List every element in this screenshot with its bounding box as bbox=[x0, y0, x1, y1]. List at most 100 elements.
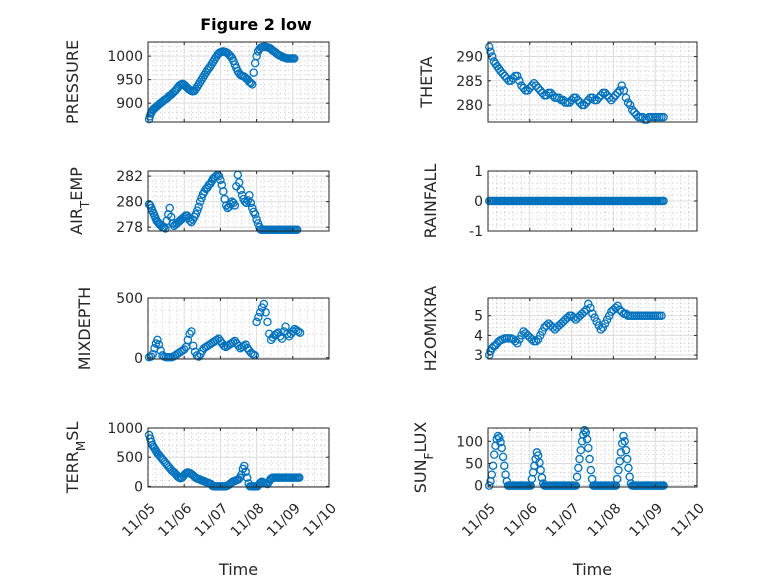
data-point bbox=[148, 349, 157, 359]
data-point bbox=[594, 93, 604, 103]
data-point bbox=[252, 51, 261, 61]
data-point bbox=[523, 86, 532, 95]
y-axis-label-main: TERR bbox=[63, 451, 82, 494]
data-point bbox=[563, 313, 572, 322]
axes-pressure: 900 950 1000 PRESSURE bbox=[63, 40, 330, 124]
y-axis-label-tail: EMP bbox=[67, 167, 86, 201]
y-tick-label: 0 bbox=[134, 351, 143, 367]
x-tick-label: 11/05 bbox=[459, 500, 499, 540]
y-axis-label-main: RAINFALL bbox=[421, 164, 440, 239]
data-point bbox=[510, 337, 520, 346]
data-point bbox=[611, 91, 620, 100]
x-axis-label: Time bbox=[572, 560, 612, 579]
y-tick-label: 1000 bbox=[107, 421, 143, 437]
data-point bbox=[586, 465, 596, 475]
y-axis-label: PRESSURE bbox=[63, 40, 82, 124]
data-point bbox=[536, 86, 545, 95]
data-point bbox=[295, 473, 304, 482]
data-point bbox=[283, 329, 292, 339]
data-point bbox=[485, 481, 494, 490]
y-axis-label: TERRMSL bbox=[63, 422, 88, 495]
y-tick-label: 900 bbox=[116, 96, 143, 112]
data-point bbox=[581, 98, 591, 107]
x-tick-label: 11/07 bbox=[192, 500, 232, 540]
y-axis-label-subscript: M bbox=[74, 441, 88, 451]
data-point bbox=[596, 91, 606, 100]
data-point bbox=[185, 329, 194, 339]
y-axis-label-main: SUN bbox=[411, 459, 430, 493]
data-point bbox=[614, 465, 623, 475]
y-axis-label-main: MIXDEPTH bbox=[75, 287, 94, 370]
data-point bbox=[246, 198, 256, 208]
data-point bbox=[579, 307, 589, 317]
data-point bbox=[585, 454, 594, 464]
axes-air_temp: 278 280 282 AIRTEMP bbox=[67, 167, 330, 236]
data-point bbox=[194, 352, 203, 361]
data-point bbox=[617, 81, 627, 90]
data-point bbox=[600, 88, 610, 98]
y-tick-label: 0 bbox=[474, 194, 483, 210]
data-point bbox=[531, 81, 541, 90]
data-point bbox=[616, 448, 626, 457]
data-point bbox=[192, 206, 202, 215]
data-point bbox=[517, 81, 526, 90]
data-point bbox=[219, 187, 228, 196]
data-point bbox=[567, 95, 576, 105]
y-axis-label: SUNFLUX bbox=[411, 422, 436, 494]
data-point bbox=[289, 54, 299, 63]
series-rainfall bbox=[485, 196, 668, 206]
y-axis-label-main: PRESSURE bbox=[63, 40, 82, 124]
axes-frame bbox=[147, 297, 330, 360]
data-point bbox=[263, 317, 272, 327]
data-point bbox=[575, 98, 585, 107]
data-point bbox=[582, 434, 592, 444]
axes-rainfall: -1 0 1 RAINFALL bbox=[421, 164, 698, 240]
data-point bbox=[241, 467, 250, 477]
data-point bbox=[596, 325, 606, 334]
data-point bbox=[245, 191, 254, 200]
y-tick-label: 1 bbox=[474, 164, 483, 180]
data-point bbox=[498, 452, 508, 462]
y-axis-label-tail: LUX bbox=[411, 422, 430, 453]
y-axis-label-subscript: F bbox=[422, 452, 436, 459]
data-point bbox=[497, 443, 507, 453]
data-point bbox=[554, 93, 564, 103]
data-point bbox=[630, 108, 639, 117]
data-point bbox=[575, 454, 584, 464]
data-point bbox=[533, 83, 543, 93]
data-point bbox=[261, 308, 270, 317]
data-point bbox=[194, 202, 203, 211]
data-point bbox=[529, 78, 539, 88]
y-tick-label: 100 bbox=[456, 434, 483, 450]
data-point bbox=[625, 100, 635, 110]
data-point bbox=[153, 335, 162, 345]
data-point bbox=[571, 481, 581, 490]
y-tick-label: 280 bbox=[116, 195, 143, 211]
x-tick-label: 11/10 bbox=[300, 500, 340, 540]
data-point bbox=[537, 473, 547, 482]
axes-background bbox=[147, 41, 330, 123]
data-point bbox=[188, 341, 198, 351]
data-point bbox=[234, 178, 244, 187]
y-axis-label-tail: SL bbox=[63, 422, 82, 441]
data-point bbox=[156, 346, 165, 355]
y-axis-label-main: AIR bbox=[67, 208, 86, 235]
y-axis-label: H2OMIXRA bbox=[421, 286, 440, 372]
data-point bbox=[195, 197, 205, 206]
series-sun_flux bbox=[485, 425, 668, 490]
y-tick-label: 285 bbox=[456, 74, 483, 90]
data-point bbox=[619, 431, 628, 441]
data-point bbox=[259, 299, 269, 309]
x-tick-label: 11/06 bbox=[501, 500, 541, 540]
data-point bbox=[496, 437, 505, 447]
data-point bbox=[623, 98, 633, 107]
data-point bbox=[571, 93, 581, 103]
y-axis-label: MIXDEPTH bbox=[75, 287, 94, 370]
data-point bbox=[611, 303, 620, 313]
series-pressure bbox=[144, 42, 299, 124]
data-point bbox=[242, 473, 252, 482]
data-point bbox=[293, 327, 303, 336]
y-tick-label: 500 bbox=[116, 291, 143, 307]
data-point bbox=[495, 433, 504, 443]
